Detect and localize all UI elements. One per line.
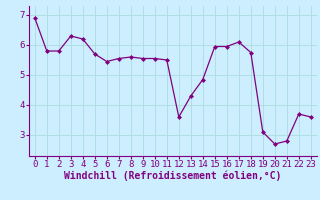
- X-axis label: Windchill (Refroidissement éolien,°C): Windchill (Refroidissement éolien,°C): [64, 171, 282, 181]
